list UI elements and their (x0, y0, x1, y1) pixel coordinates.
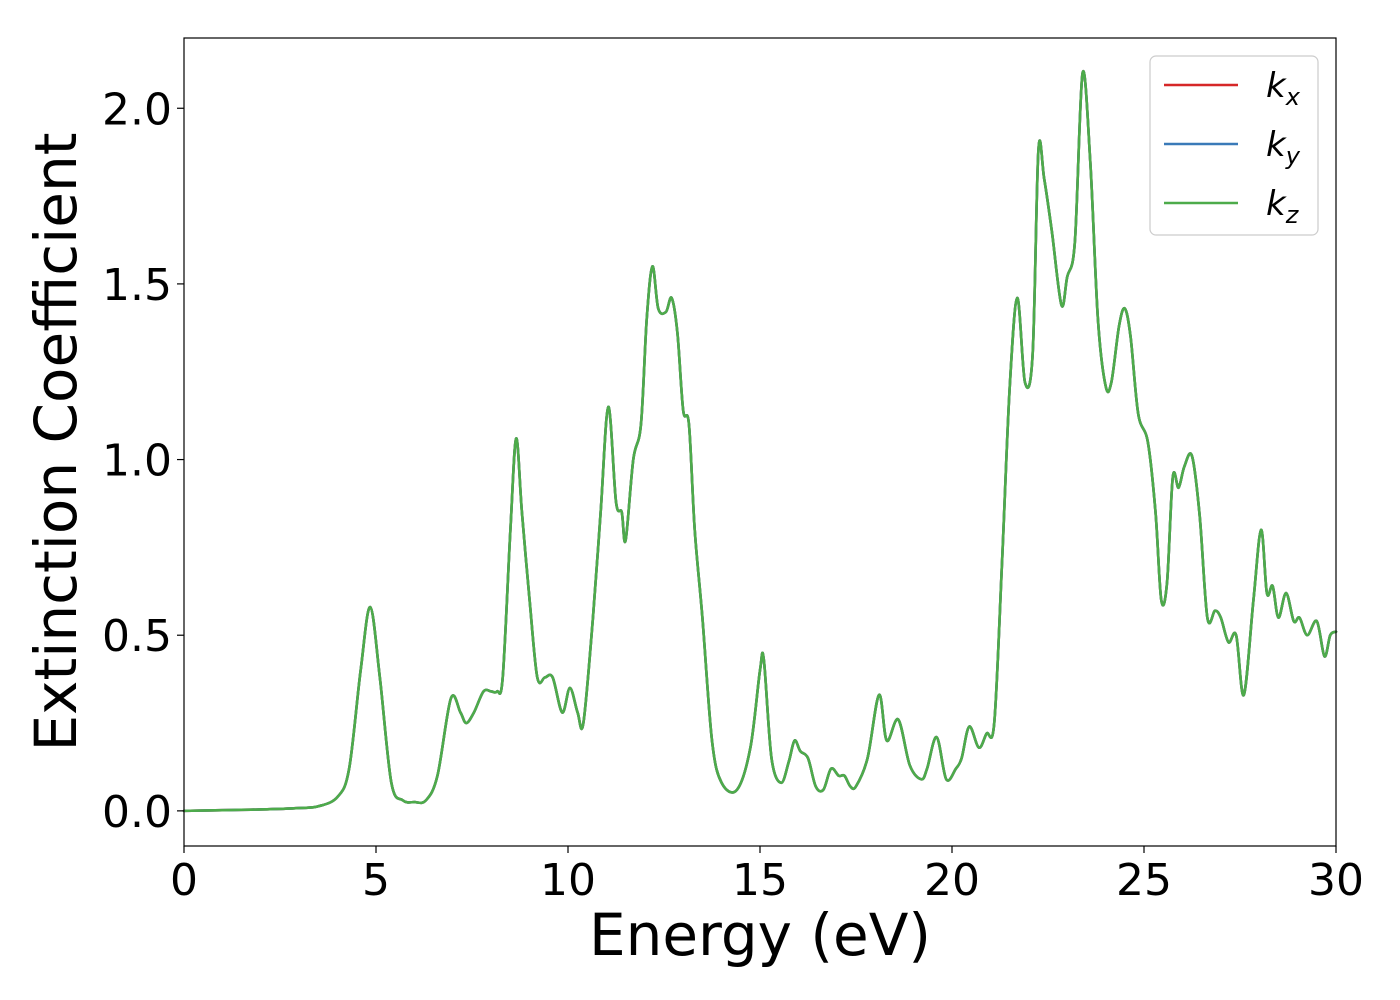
legend-label-kz: kz (1266, 184, 1300, 229)
legend-label-kx: kx (1266, 66, 1301, 111)
x-tick-label: 0 (170, 855, 198, 906)
legend-label-ky: ky (1266, 125, 1301, 170)
y-axis-label: Extinction Coefficient (22, 133, 90, 752)
x-tick-label: 15 (732, 855, 788, 906)
x-tick-label: 5 (362, 855, 390, 906)
x-tick-label: 20 (924, 855, 980, 906)
curves (182, 69, 1338, 813)
legend: kx ky kz (1149, 55, 1319, 236)
y-tick-label: 1.5 (102, 260, 172, 311)
y-ticks: 0.0 0.5 1.0 1.5 2.0 (102, 84, 184, 838)
y-tick-label: 0.0 (102, 787, 172, 838)
plot-background (184, 38, 1336, 846)
x-tick-label: 30 (1308, 855, 1364, 906)
x-axis-label: Energy (eV) (589, 901, 931, 969)
y-tick-label: 1.0 (102, 436, 172, 487)
series-line-kz (182, 69, 1338, 813)
x-tick-label: 25 (1116, 855, 1172, 906)
y-tick-label: 2.0 (102, 84, 172, 135)
x-tick-label: 10 (540, 855, 596, 906)
legend-box (1149, 55, 1319, 236)
x-ticks: 0 5 10 15 20 25 30 (170, 846, 1364, 906)
y-tick-label: 0.5 (102, 611, 172, 662)
